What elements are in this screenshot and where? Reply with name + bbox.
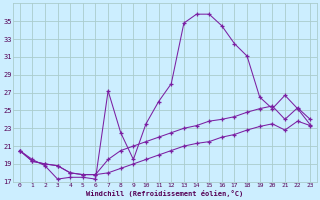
X-axis label: Windchill (Refroidissement éolien,°C): Windchill (Refroidissement éolien,°C) (86, 190, 244, 197)
